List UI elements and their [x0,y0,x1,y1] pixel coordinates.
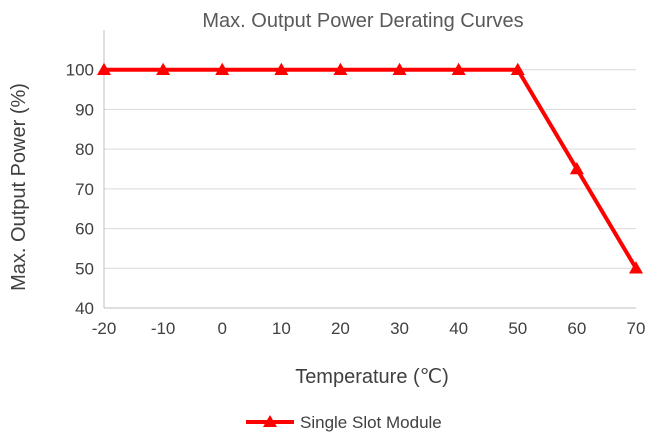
x-axis-label: Temperature (℃) [295,366,449,388]
legend: Single Slot Module [246,413,442,432]
x-tick-label: -10 [151,319,176,338]
x-tick-label: 10 [272,319,291,338]
y-axis-label: Max. Output Power (%) [8,83,30,291]
x-tick-label: 70 [627,319,646,338]
data-point-marker [569,162,584,175]
data-point-marker [510,62,525,75]
y-tick-label: 100 [66,61,94,80]
chart-title: Max. Output Power Derating Curves [202,10,523,32]
x-tick-label: 20 [331,319,350,338]
y-tick-labels: 40 50 60 70 80 90 100 [66,61,94,318]
y-tick-label: 40 [75,299,94,318]
y-tick-label: 60 [75,220,94,239]
y-tick-label: 90 [75,100,94,119]
x-tick-labels: -20 -10 0 10 20 30 40 50 60 70 [92,319,646,338]
x-tick-label: 40 [449,319,468,338]
data-point-marker [333,62,348,75]
grid-layer [104,69,636,269]
y-tick-label: 50 [75,259,94,278]
data-point-marker [215,62,230,75]
data-point-marker [392,62,407,75]
data-point-marker [156,62,171,75]
x-tick-label: 0 [217,319,226,338]
data-point-marker [629,261,643,274]
data-point-marker [274,62,289,75]
x-tick-label: 30 [390,319,409,338]
axes-layer [103,30,636,309]
data-point-marker [97,62,111,75]
x-tick-label: -20 [92,319,117,338]
data-point-marker [451,62,466,75]
series-line [104,67,638,270]
y-tick-label: 70 [75,180,94,199]
series-layer [97,62,643,274]
legend-label: Single Slot Module [300,413,442,432]
legend-marker [263,415,277,427]
x-tick-label: 60 [567,319,586,338]
x-tick-label: 50 [508,319,527,338]
y-tick-label: 80 [75,140,94,159]
